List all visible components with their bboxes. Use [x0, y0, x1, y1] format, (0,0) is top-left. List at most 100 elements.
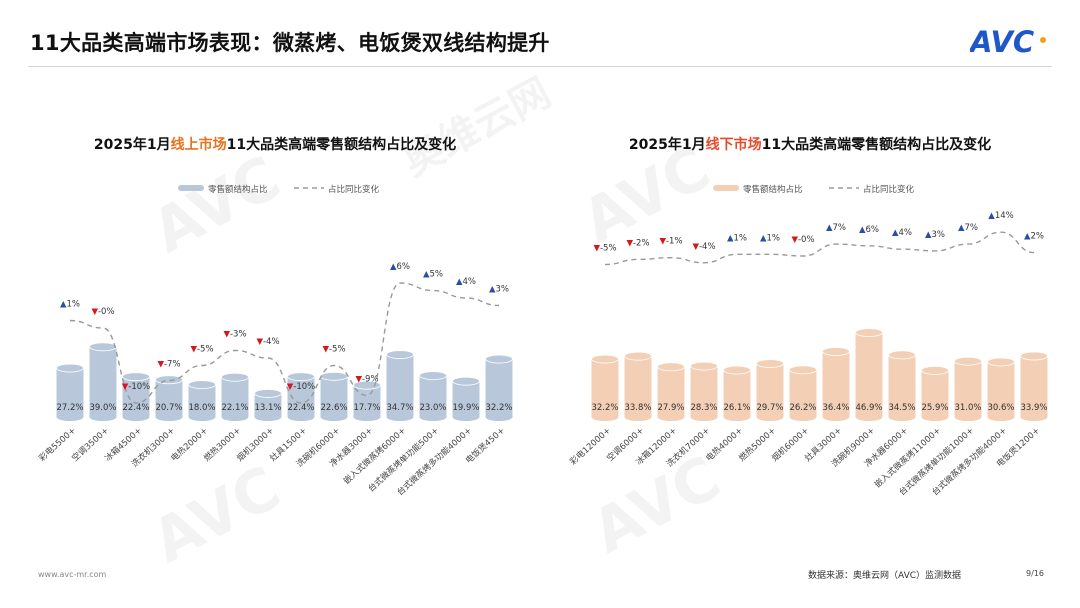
bar-body — [888, 354, 916, 417]
change-label: ▲6% — [390, 262, 410, 272]
bar-value-label: 26.2% — [789, 403, 816, 413]
bar-value-label: 22.4% — [287, 403, 314, 413]
change-label: ▼-10% — [287, 382, 316, 392]
change-label: ▲7% — [826, 223, 846, 233]
bar: 13.1% — [254, 389, 282, 421]
bar-value-label: 32.2% — [591, 403, 618, 413]
bar-top — [954, 356, 982, 366]
page-title: 11大品类高端市场表现：微蒸烤、电饭煲双线结构提升 — [30, 31, 550, 55]
bar-bottom — [122, 413, 150, 421]
change-label: ▲5% — [423, 270, 443, 280]
bar: 34.5% — [888, 350, 916, 421]
bar-bottom — [89, 413, 117, 421]
bar-value-label: 39.0% — [89, 403, 116, 413]
legend-line-label: 占比同比变化 — [328, 184, 380, 195]
change-label: ▼-1% — [659, 237, 682, 247]
bar-top — [624, 351, 652, 361]
bar-top — [155, 375, 183, 385]
change-label: ▼-0% — [91, 307, 114, 317]
bar: 22.1% — [221, 372, 249, 421]
footer-url[interactable]: www.avc-mr.com — [38, 570, 107, 579]
bar-body — [353, 385, 381, 417]
change-label: ▼-4% — [692, 242, 715, 252]
x-tick-label: 嵌入式微蒸烤6000+ — [341, 425, 408, 487]
bar: 22.4% — [122, 372, 150, 421]
bar-body — [485, 359, 513, 417]
change-label: ▼-10% — [122, 382, 151, 392]
bar-body — [254, 393, 282, 417]
bar-body — [987, 361, 1015, 417]
bar-top — [56, 363, 84, 373]
online-chart-panel: 2025年1月线上市场11大品类高端零售额结构占比及变化 零售额结构占比 占比同比变… — [20, 115, 530, 505]
bar-body — [723, 370, 751, 417]
bar-bottom — [452, 413, 480, 421]
bar-top — [723, 365, 751, 375]
bar: 39.0% — [89, 342, 117, 421]
avc-logo: AVC — [970, 26, 1046, 56]
bar-top — [89, 342, 117, 352]
bar-body — [452, 381, 480, 417]
bar-body — [1020, 355, 1048, 417]
bar-body — [89, 346, 117, 417]
change-label: ▲4% — [456, 277, 476, 287]
bar: 18.0% — [188, 380, 216, 421]
bar: 23.0% — [419, 371, 447, 421]
change-line — [604, 231, 1035, 266]
chart-title: 2025年1月线下市场11大品类高端零售额结构占比及变化 — [629, 136, 991, 153]
bar-top — [386, 350, 414, 359]
bar: 19.9% — [452, 376, 480, 421]
change-label: ▼-5% — [190, 345, 213, 355]
bar: 26.2% — [789, 365, 817, 421]
bar-value-label: 25.9% — [921, 403, 948, 413]
bar-value-label: 26.1% — [723, 403, 750, 413]
bar-body — [591, 359, 619, 417]
bar-value-label: 34.5% — [888, 403, 915, 413]
bar-body — [56, 368, 84, 417]
change-label: ▲3% — [489, 285, 509, 295]
bar-top — [287, 372, 315, 382]
bar: 34.7% — [386, 350, 414, 421]
change-label: ▼-5% — [593, 244, 616, 254]
bar: 22.6% — [320, 371, 348, 421]
bar-body — [386, 354, 414, 417]
bar-top — [122, 372, 150, 382]
bar-bottom — [56, 413, 84, 421]
bar-bottom — [287, 413, 315, 421]
offline-chart-panel: 2025年1月线下市场11大品类高端零售额结构占比及变化 零售额结构占比 占比同比变… — [555, 115, 1065, 505]
bar-body — [756, 363, 784, 417]
bar-top — [756, 359, 784, 368]
bar-body — [657, 366, 685, 417]
bar: 27.2% — [56, 363, 84, 421]
bar-value-label: 22.1% — [221, 403, 248, 413]
bar-value-label: 20.7% — [155, 403, 182, 413]
bar-bottom — [1020, 413, 1048, 421]
change-label: ▲4% — [892, 228, 912, 238]
bar-body — [855, 332, 883, 417]
bar-bottom — [221, 413, 249, 421]
bar-top — [353, 380, 381, 390]
bar-bottom — [591, 413, 619, 421]
bar-top — [822, 347, 850, 356]
bar-value-label: 22.4% — [122, 403, 149, 413]
bar-value-label: 28.3% — [690, 403, 717, 413]
bar-value-label: 33.9% — [1020, 403, 1047, 413]
bar-top — [188, 380, 216, 390]
bar-body — [921, 370, 949, 417]
change-label: ▲1% — [60, 300, 80, 310]
change-label: ▲14% — [988, 211, 1013, 221]
bar: 20.7% — [155, 375, 183, 421]
bar-value-label: 22.6% — [320, 403, 347, 413]
bar-value-label: 32.2% — [485, 403, 512, 413]
bar-top — [657, 362, 685, 372]
legend-bar-label: 零售额结构占比 — [743, 184, 803, 195]
legend-bar-label: 零售额结构占比 — [208, 184, 268, 195]
bar-value-label: 36.4% — [822, 403, 849, 413]
change-label: ▲6% — [859, 225, 879, 235]
bar-bottom — [756, 413, 784, 421]
x-tick-label: 彩电12000+ — [568, 425, 613, 467]
bar-value-label: 18.0% — [188, 403, 215, 413]
bar-body — [822, 351, 850, 417]
bar-value-label: 13.1% — [254, 403, 281, 413]
bar: 33.9% — [1020, 351, 1048, 421]
